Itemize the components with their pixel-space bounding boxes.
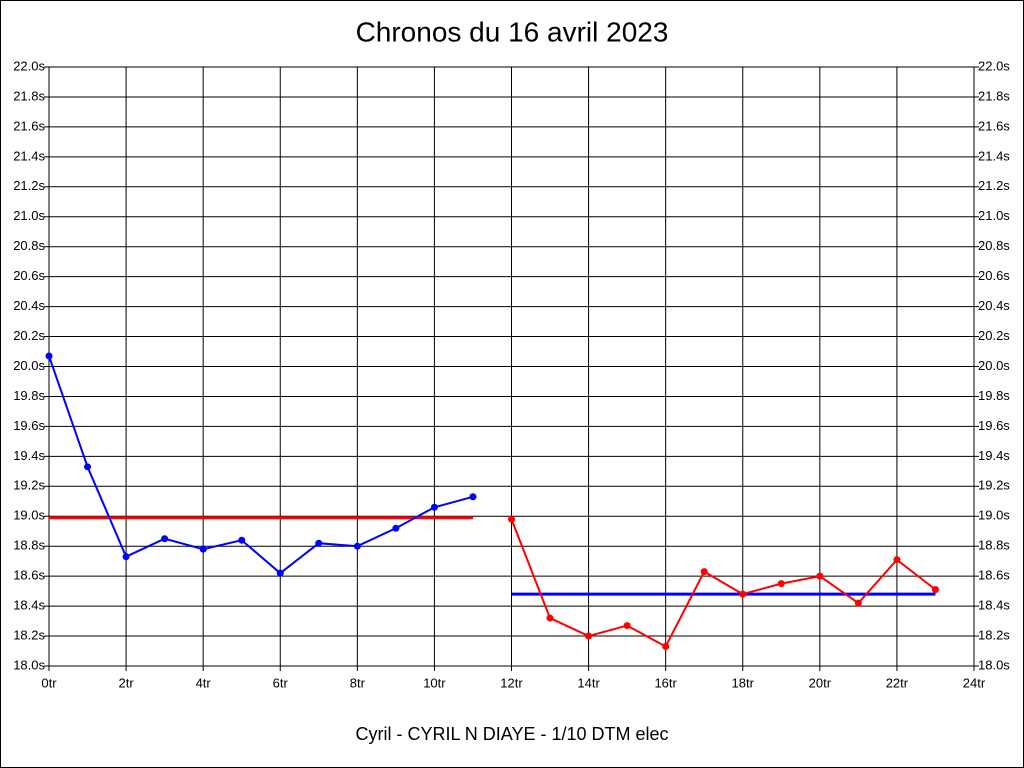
y2-tick-label: 21.4s [978,148,1010,163]
y-tick-label: 21.4s [13,148,45,163]
x-tick-label: 20tr [809,675,832,690]
y2-tick-label: 18.8s [978,538,1010,553]
x-tick-label: 22tr [886,675,909,690]
y2-tick-label: 20.0s [978,358,1010,373]
y2-tick-label: 20.4s [978,298,1010,313]
y2-tick-label: 22.0s [978,58,1010,73]
x-tick-label: 2tr [118,675,134,690]
y2-tick-label: 19.4s [978,448,1010,463]
data-point [430,503,438,511]
data-point [45,352,53,360]
y2-tick-label: 18.2s [978,627,1010,642]
y-tick-label: 20.6s [13,268,45,283]
chart-title: Chronos du 16 avril 2023 [356,16,669,47]
y2-tick-label: 18.0s [978,657,1010,672]
y-tick-label: 19.6s [13,418,45,433]
y2-tick-label: 19.0s [978,508,1010,523]
data-point [392,524,400,532]
x-tick-label: 0tr [41,675,57,690]
data-point [546,614,554,622]
data-point [893,556,901,564]
y2-tick-label: 18.4s [978,598,1010,613]
data-point [662,643,670,651]
y-tick-label: 18.2s [13,627,45,642]
y-tick-label: 19.0s [13,508,45,523]
x-axis-label: Cyril - CYRIL N DIAYE - 1/10 DTM elec [355,724,668,744]
series-line [510,518,937,648]
data-point [238,536,246,544]
y2-tick-label: 21.6s [978,118,1010,133]
y-tick-label: 21.2s [13,178,45,193]
data-point [700,568,708,576]
y-tick-label: 20.0s [13,358,45,373]
data-point [315,539,323,547]
y2-tick-label: 20.8s [978,238,1010,253]
y-tick-label: 19.4s [13,448,45,463]
y2-tick-label: 21.2s [978,178,1010,193]
y2-tick-label: 21.8s [978,88,1010,103]
data-point [623,622,631,630]
x-tick-label: 6tr [273,675,289,690]
data-point [777,580,785,588]
y-tick-label: 18.8s [13,538,45,553]
x-tick-label: 10tr [423,675,446,690]
x-tick-label: 24tr [963,675,986,690]
y2-tick-label: 21.0s [978,208,1010,223]
y2-tick-label: 18.6s [978,568,1010,583]
y2-tick-label: 20.6s [978,268,1010,283]
y-tick-label: 18.6s [13,568,45,583]
x-tick-label: 18tr [732,675,755,690]
y2-tick-label: 20.2s [978,328,1010,343]
y-tick-label: 20.2s [13,328,45,343]
data-point [854,599,862,607]
data-point [84,463,92,471]
data-point [122,553,130,561]
data-point [585,632,593,640]
series-line [48,355,474,575]
data-point [508,515,515,523]
y2-tick-label: 19.8s [978,388,1010,403]
y-tick-label: 22.0s [13,58,45,73]
data-point [739,590,747,598]
y2-tick-label: 19.2s [978,478,1010,493]
y2-tick-label: 19.6s [978,418,1010,433]
data-point [469,493,477,501]
y-tick-label: 18.4s [13,598,45,613]
plot-frame [48,66,975,667]
data-point [199,545,207,553]
y-tick-label: 20.8s [13,238,45,253]
x-tick-label: 14tr [577,675,600,690]
data-point [816,572,824,580]
data-point [161,535,169,543]
data-point [276,569,284,577]
x-tick-label: 12tr [500,675,523,690]
data-point [353,542,361,550]
y-tick-label: 21.6s [13,118,45,133]
y-tick-label: 18.0s [13,657,45,672]
y-tick-label: 21.8s [13,88,45,103]
y-tick-label: 20.4s [13,298,45,313]
data-point [931,586,939,594]
y-tick-label: 21.0s [13,208,45,223]
y-tick-label: 19.2s [13,478,45,493]
x-tick-label: 4tr [196,675,212,690]
x-tick-label: 16tr [654,675,677,690]
x-tick-label: 8tr [350,675,366,690]
y-tick-label: 19.8s [13,388,45,403]
